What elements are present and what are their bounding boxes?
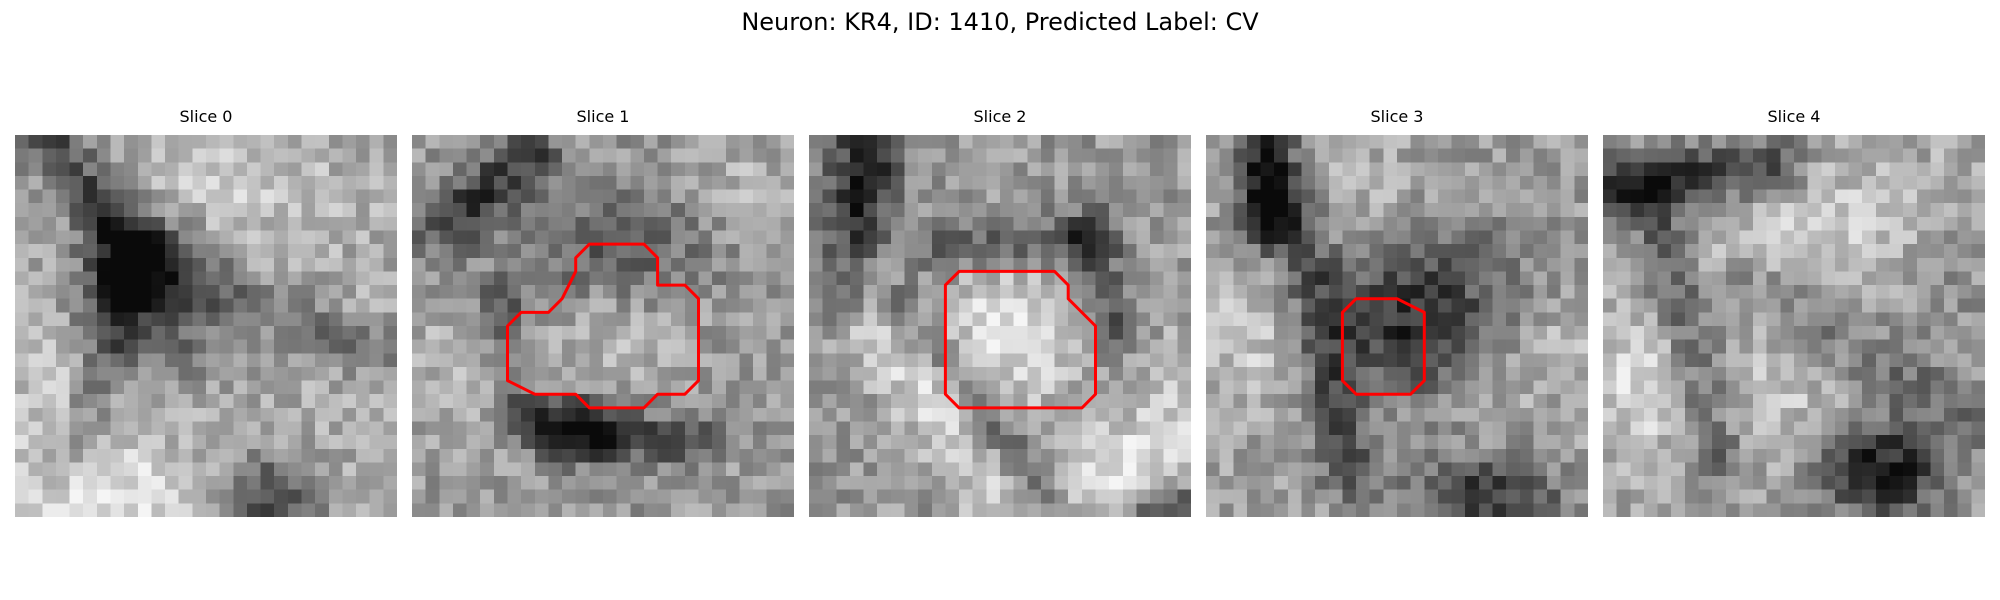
slice-title: Slice 2 bbox=[973, 107, 1027, 126]
slice-title: Slice 3 bbox=[1370, 107, 1424, 126]
micrograph-pixels bbox=[1603, 135, 1985, 517]
figure-title: Neuron: KR4, ID: 1410, Predicted Label: … bbox=[741, 8, 1259, 36]
roi-outline bbox=[943, 269, 1097, 410]
slice-title: Slice 4 bbox=[1767, 107, 1821, 126]
slice-panel-0: Slice 0 bbox=[15, 107, 397, 517]
slice-image bbox=[412, 135, 794, 517]
slice-title: Slice 1 bbox=[576, 107, 630, 126]
roi-outline bbox=[506, 242, 700, 410]
slice-image bbox=[1206, 135, 1588, 517]
slice-panel-2: Slice 2 bbox=[809, 107, 1191, 517]
micrograph-pixels bbox=[15, 135, 397, 517]
micrograph-pixels bbox=[412, 135, 794, 517]
slice-image bbox=[1603, 135, 1985, 517]
slice-title: Slice 0 bbox=[179, 107, 233, 126]
slice-panel-4: Slice 4 bbox=[1603, 107, 1985, 517]
micrograph-pixels bbox=[1206, 135, 1588, 517]
micrograph-pixels bbox=[809, 135, 1191, 517]
slice-panel-3: Slice 3 bbox=[1206, 107, 1588, 517]
slice-image bbox=[15, 135, 397, 517]
roi-outline bbox=[1340, 297, 1426, 396]
slice-image bbox=[809, 135, 1191, 517]
slice-panel-1: Slice 1 bbox=[412, 107, 794, 517]
